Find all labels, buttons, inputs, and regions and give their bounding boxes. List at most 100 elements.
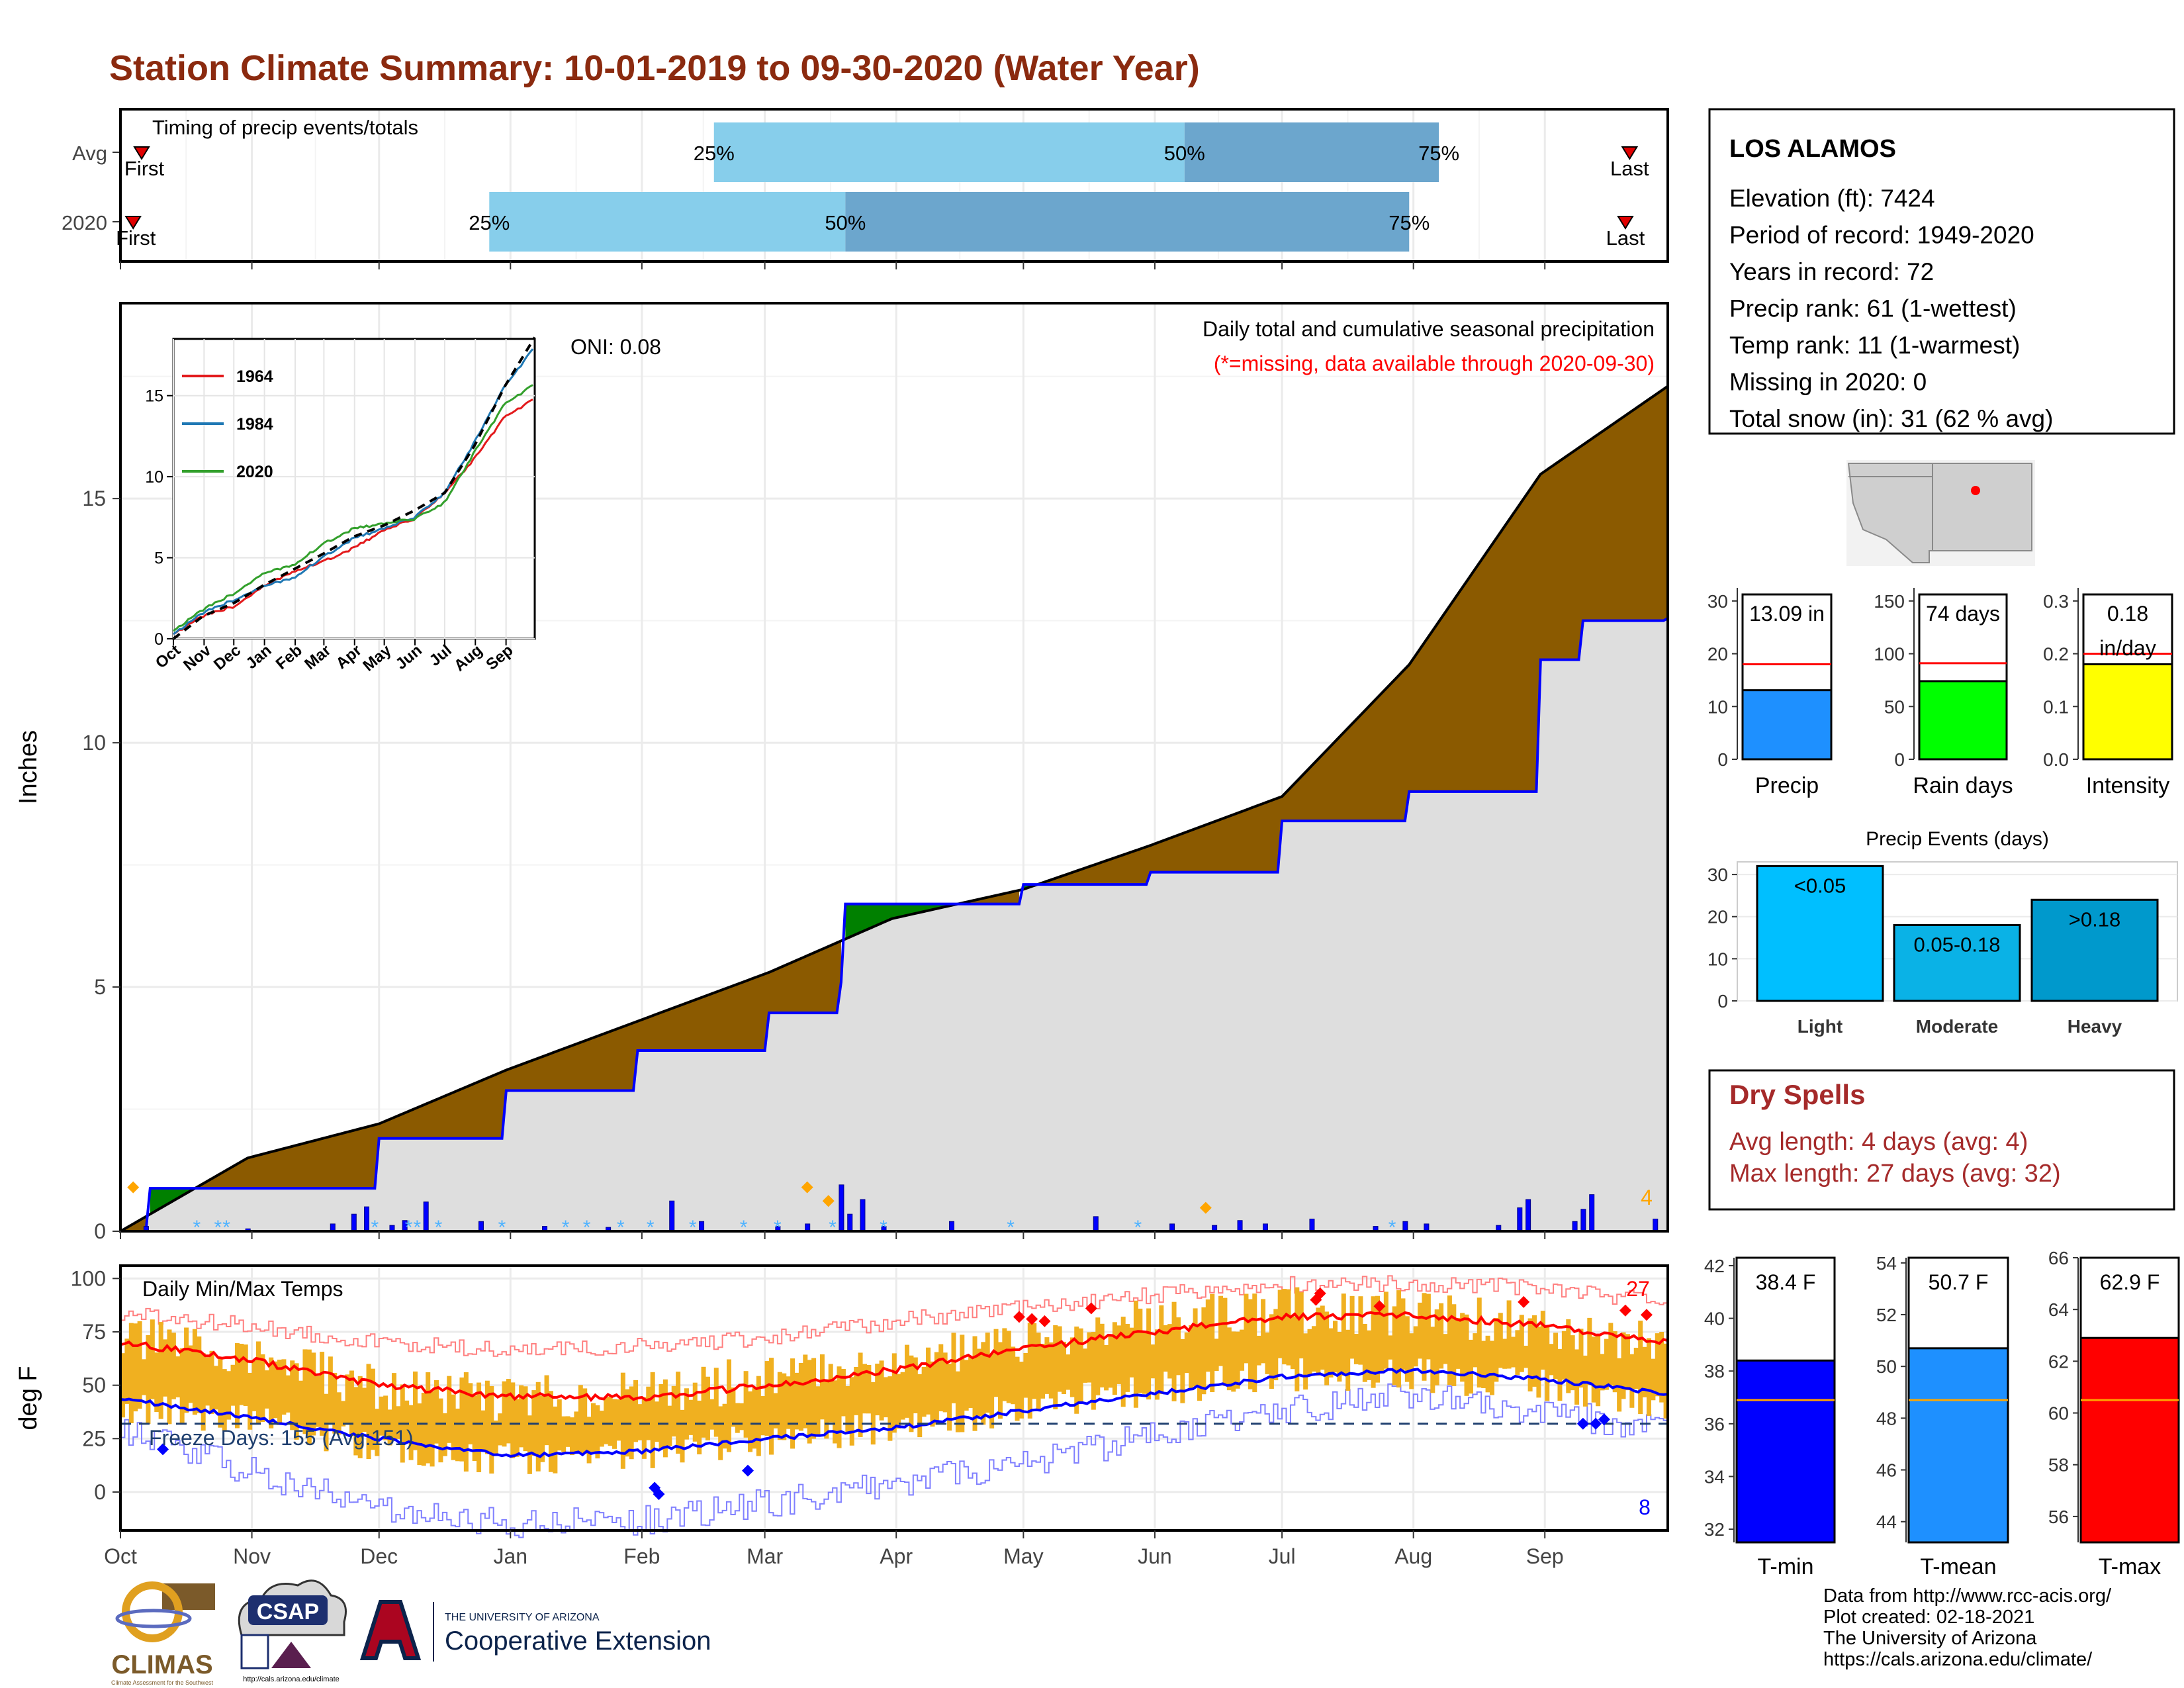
daily-temp-bar [1180, 1338, 1185, 1403]
daily-temp-bar [1663, 1343, 1668, 1419]
last-event-marker [1621, 146, 1639, 160]
temp-y-axis-label: deg F [15, 1366, 42, 1430]
daily-temp-bar [1332, 1321, 1338, 1373]
footer-line: https://cals.arizona.edu/climate/ [1823, 1649, 2093, 1670]
daily-temp-bar [523, 1386, 528, 1452]
daily-temp-bar [1138, 1308, 1143, 1393]
daily-temp-bar [1040, 1344, 1045, 1399]
snow-marker: * [435, 1217, 443, 1239]
daily-temp-bar [285, 1375, 291, 1413]
rain-icon [240, 1634, 269, 1669]
daily-temp-bar [854, 1366, 859, 1415]
daily-temp-bar [1189, 1325, 1194, 1390]
timing-label-75: 75% [1388, 211, 1430, 234]
daily-temp-bar [154, 1352, 159, 1413]
temp-y-tick-label: 75 [82, 1320, 106, 1344]
record-low-marker [157, 1443, 169, 1456]
precip-subtitle: (*=missing, data available through 2020-… [1214, 352, 1655, 375]
daily-temp-bar [1027, 1323, 1032, 1419]
daily-temp-bar [498, 1413, 503, 1446]
daily-temp-bar [1146, 1308, 1152, 1400]
daily-temp-bar [1044, 1337, 1050, 1394]
timing-bar-25-50 [713, 122, 1185, 182]
daily-temp-bar [1527, 1318, 1533, 1391]
daily-temp-bar [1019, 1362, 1024, 1419]
daily-temp-bar [1604, 1338, 1609, 1390]
daily-temp-bar [408, 1405, 414, 1460]
timing-row-label: 2020 [62, 211, 107, 234]
daily-temp-bar [1324, 1311, 1330, 1385]
daily-temp-bar [1561, 1331, 1567, 1380]
daily-temp-bar [1362, 1323, 1367, 1382]
timing-bar-50-75 [845, 192, 1410, 252]
snow-marker: * [498, 1217, 506, 1239]
oni-label: ONI: 0.08 [570, 335, 661, 359]
daily-temp-bar [1184, 1332, 1189, 1374]
daily-temp-bar [1540, 1311, 1545, 1370]
daily-temp-bar [849, 1377, 854, 1446]
daily-temp-bar [1409, 1333, 1414, 1389]
daily-precip-bar [860, 1199, 866, 1232]
daily-temp-bar [1379, 1305, 1385, 1374]
daily-temp-bar [1002, 1328, 1007, 1401]
daily-temp-bar [637, 1404, 643, 1440]
daily-temp-bar [561, 1416, 567, 1452]
daily-temp-bar [557, 1399, 562, 1451]
summary-bar [2082, 663, 2173, 761]
daily-temp-bar [1048, 1342, 1054, 1399]
daily-temp-bar [565, 1416, 570, 1447]
daily-precip-bar [478, 1221, 484, 1232]
daily-temp-bar [357, 1376, 363, 1458]
daily-temp-bar [578, 1385, 583, 1454]
daily-temp-bar [1502, 1338, 1508, 1369]
last-event-label: Last [1606, 226, 1645, 250]
daily-temp-bar [1519, 1315, 1524, 1372]
daily-temp-bar [1244, 1293, 1249, 1364]
daily-temp-bar [150, 1319, 155, 1399]
daily-temp-bar [1320, 1305, 1325, 1370]
daily-temp-bar [1418, 1302, 1423, 1359]
dry-avg-length: Avg length: 4 days (avg: 4) [1729, 1128, 2028, 1156]
daily-temp-bar [472, 1395, 477, 1462]
daily-precip-bar [1517, 1207, 1523, 1232]
summary-y-tick-label: 10 [1707, 696, 1728, 717]
daily-temp-bar [269, 1357, 274, 1429]
daily-temp-bar [1248, 1299, 1253, 1389]
daily-temp-bar [519, 1385, 524, 1448]
daily-temp-bar [1596, 1336, 1601, 1407]
daily-temp-bar [586, 1417, 592, 1464]
daily-temp-bar [379, 1396, 384, 1436]
daily-temp-bar [1298, 1292, 1304, 1359]
daily-temp-bar [1006, 1331, 1011, 1403]
daily-temp-bar [1036, 1333, 1041, 1409]
daily-temp-bar [192, 1329, 197, 1415]
daily-temp-bar [239, 1344, 244, 1405]
daily-temp-bar [1193, 1308, 1198, 1387]
record-high-marker [1518, 1295, 1530, 1308]
daily-precip-bar [948, 1221, 954, 1232]
cold-count-label: 8 [1639, 1495, 1651, 1519]
daily-temp-bar [438, 1398, 443, 1463]
daily-temp-bar [1451, 1304, 1457, 1386]
daily-temp-bar [1011, 1346, 1016, 1405]
precip-y-tick-label: 15 [82, 487, 106, 510]
daily-temp-bar [1455, 1318, 1461, 1369]
daily-precip-bar [1309, 1219, 1315, 1232]
daily-temp-bar [1222, 1297, 1228, 1386]
month-tick-label: Jan [494, 1544, 528, 1568]
daily-temp-bar [489, 1385, 494, 1474]
daily-temp-bar [752, 1388, 757, 1449]
snow-marker: * [617, 1217, 625, 1239]
daily-temp-bar [798, 1362, 803, 1431]
month-tick-label: Dec [360, 1544, 398, 1568]
daily-temp-bar [989, 1353, 995, 1429]
daily-temp-bar [226, 1371, 232, 1420]
daily-temp-bar [133, 1323, 138, 1412]
daily-temp-bar [997, 1342, 1003, 1419]
daily-temp-bar [1464, 1314, 1469, 1396]
daily-temp-bar [676, 1372, 681, 1454]
daily-temp-bar [1337, 1332, 1342, 1382]
dry-spells-box: Dry Spells Avg length: 4 days (avg: 4) Max… [1708, 1069, 2175, 1211]
